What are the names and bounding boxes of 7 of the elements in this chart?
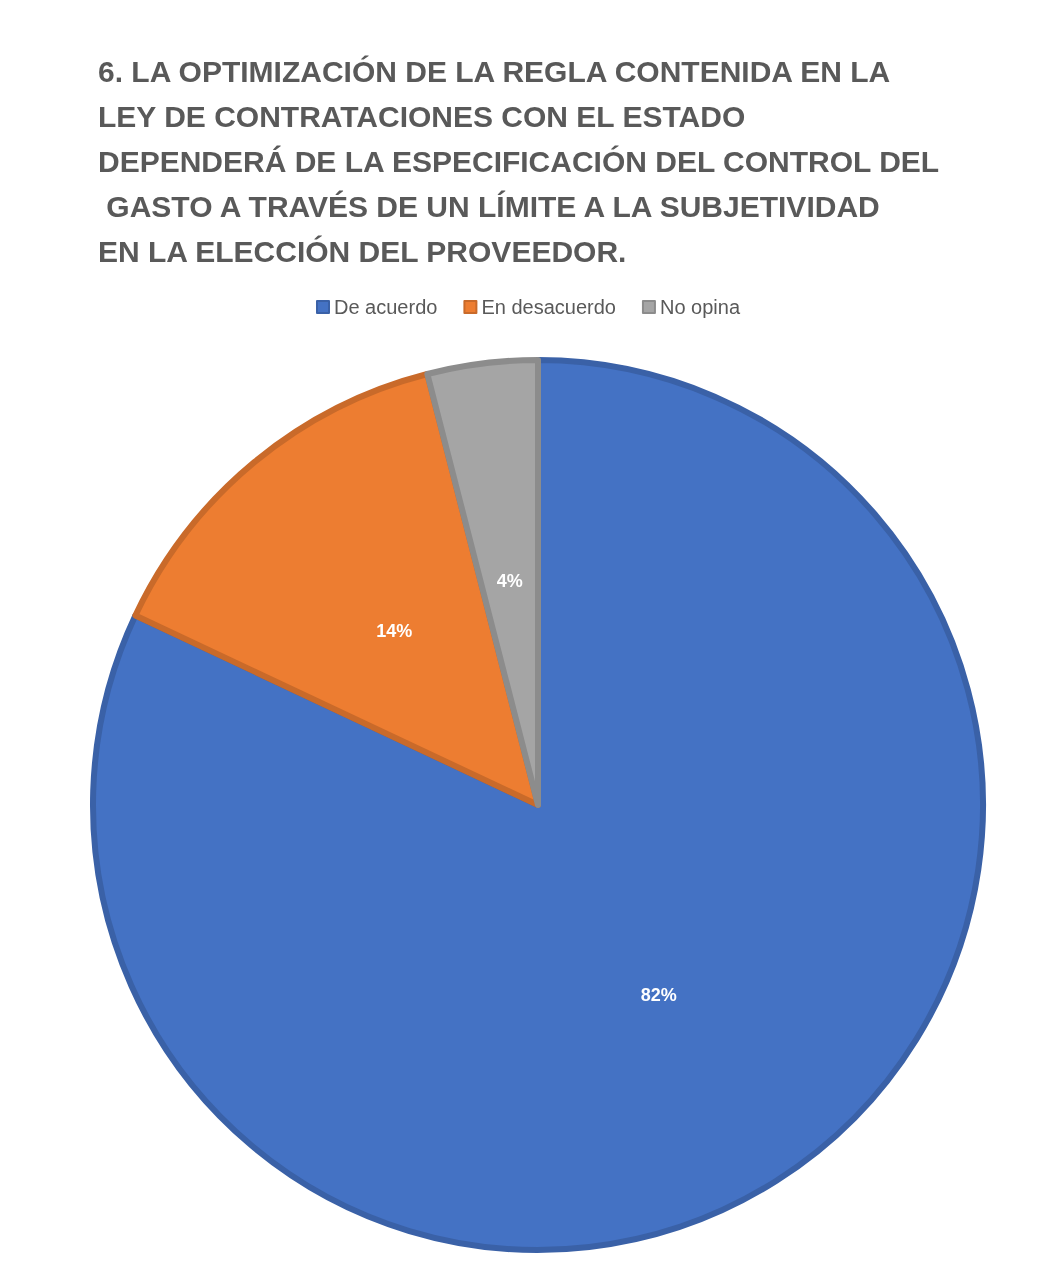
- chart-title: 6. LA OPTIMIZACIÓN DE LA REGLA CONTENIDA EN LA LEY DE CONTRATACIONES CON EL ESTADO DEPENDERÁ DE LA ESPECIFICACIÓN DEL CONTROL DEL GASTO A TRAVÉS DE UN LÍMITE A LA SUBJETIVIDAD EN LA ELECCIÓN DEL PROVEEDOR.: [98, 55, 940, 268]
- legend-label: De acuerdo: [334, 296, 438, 318]
- data-label: 82%: [640, 985, 677, 1006]
- legend-label: En desacuerdo: [481, 296, 616, 318]
- data-label: 4%: [496, 571, 523, 592]
- data-label: 14%: [376, 621, 413, 642]
- legend-label: No opina: [659, 296, 741, 318]
